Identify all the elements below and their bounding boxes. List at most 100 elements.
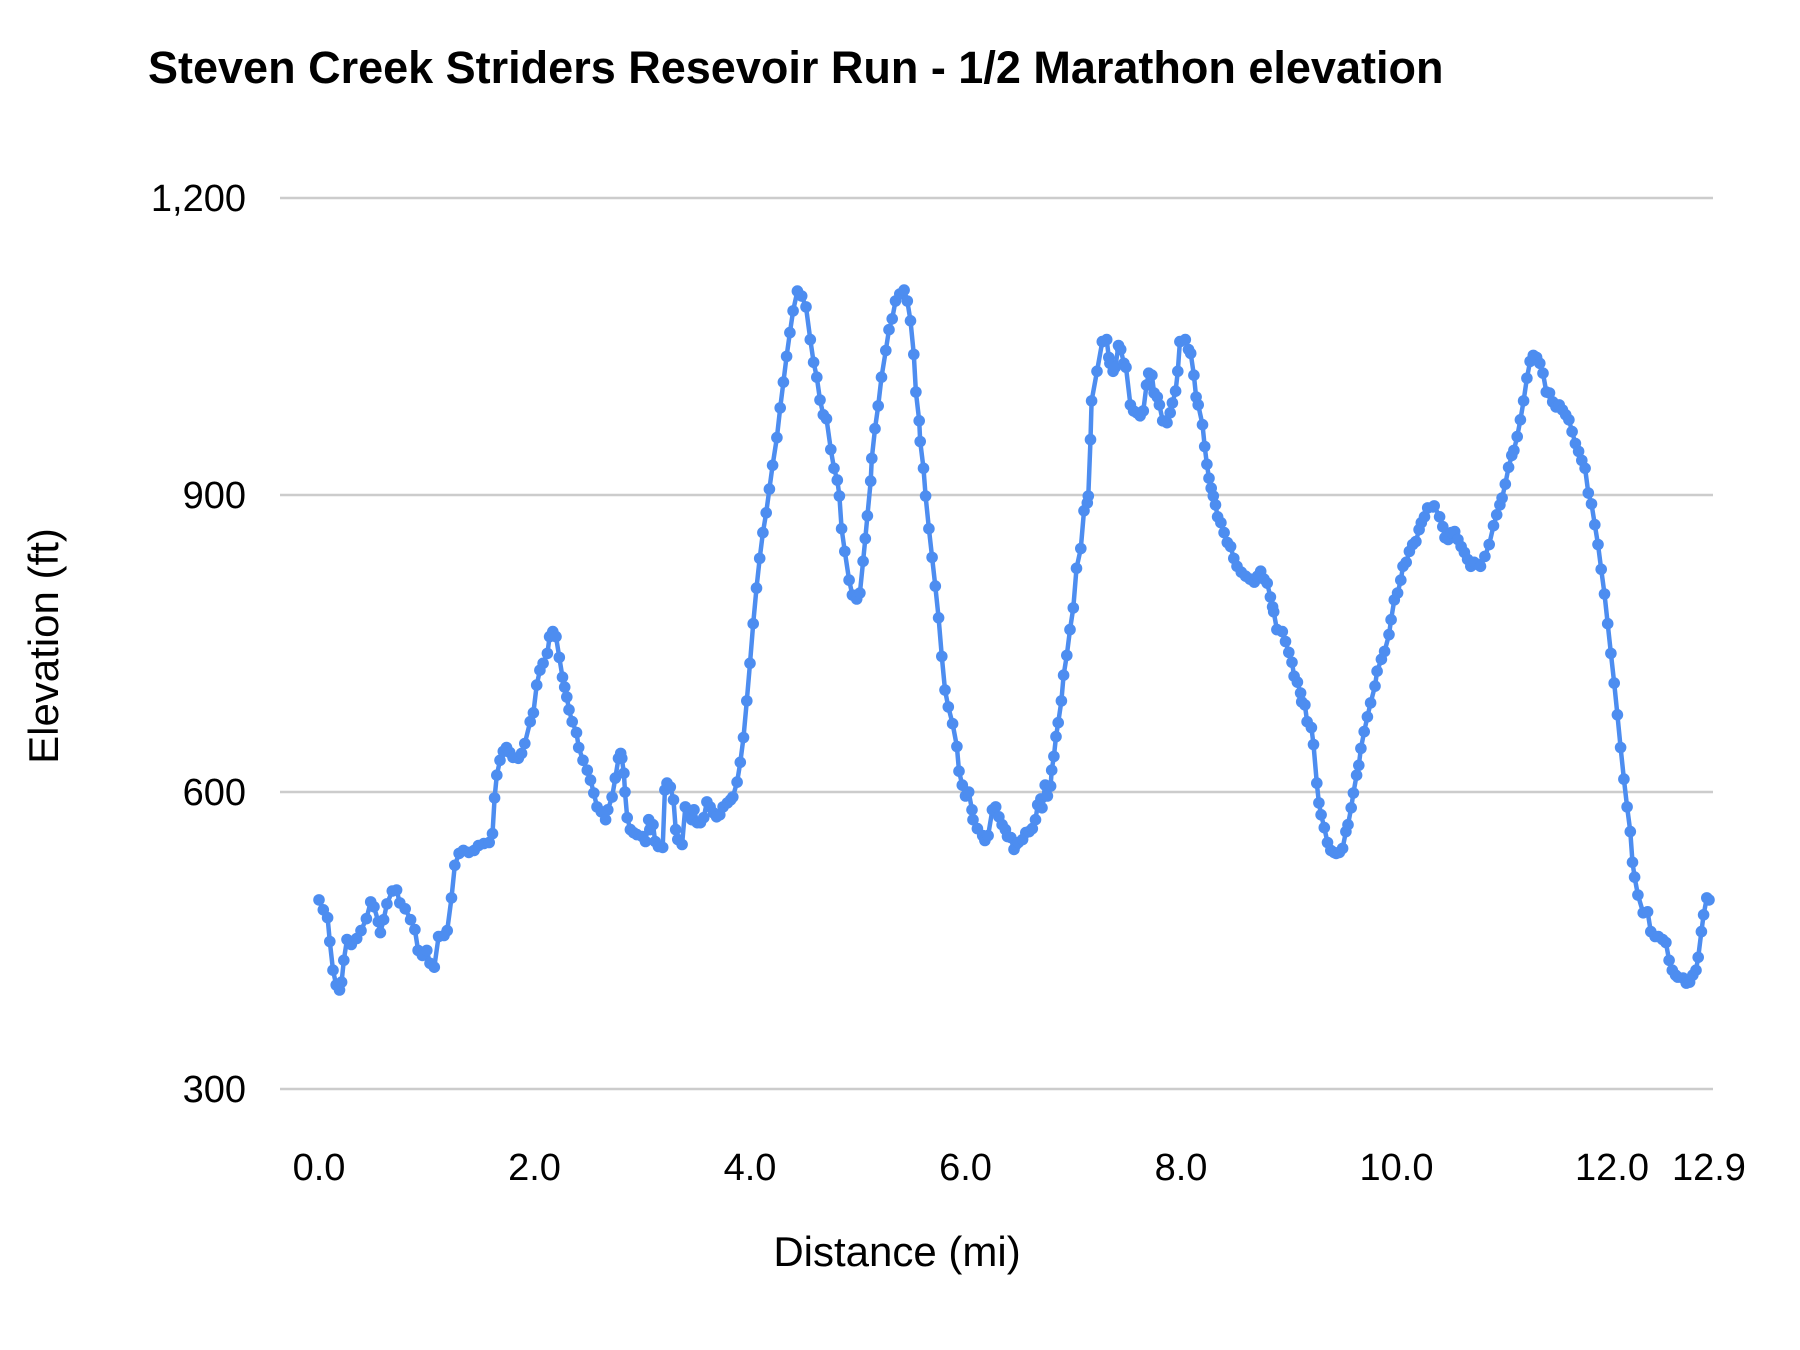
data-point <box>618 767 630 779</box>
data-point <box>1572 445 1585 458</box>
data-point <box>1697 909 1710 921</box>
data-point <box>541 647 554 660</box>
data-point <box>1153 399 1166 411</box>
data-point <box>368 901 380 913</box>
data-point <box>519 737 531 750</box>
data-point <box>1391 587 1404 599</box>
data-point <box>1433 511 1446 523</box>
data-point <box>515 747 528 760</box>
x-tick-label: 10.0 <box>1360 1147 1434 1189</box>
data-point <box>1589 518 1601 531</box>
data-point <box>1582 487 1595 499</box>
data-point <box>1315 809 1327 821</box>
x-tick-label: 0.0 <box>293 1147 346 1189</box>
data-point <box>737 731 750 744</box>
data-point <box>910 386 922 398</box>
data-point <box>1299 699 1311 711</box>
data-point <box>1428 500 1440 512</box>
data-point <box>1608 677 1620 689</box>
data-point <box>1140 379 1153 391</box>
data-point <box>831 474 844 486</box>
data-point <box>1502 461 1515 474</box>
data-point <box>1307 738 1320 751</box>
data-point <box>374 926 387 939</box>
data-point <box>1279 635 1292 648</box>
data-point <box>932 612 945 624</box>
data-point <box>491 769 503 781</box>
data-point <box>1070 562 1083 575</box>
data-point <box>656 841 669 854</box>
data-point <box>360 912 373 925</box>
data-point <box>1514 414 1527 426</box>
data-point <box>1114 343 1127 356</box>
data-point <box>936 650 948 663</box>
data-point <box>731 776 743 788</box>
data-point <box>524 715 536 728</box>
data-point <box>1353 759 1365 772</box>
data-point <box>744 657 756 670</box>
data-point <box>1267 606 1280 618</box>
data-point <box>1517 395 1530 407</box>
data-point <box>1313 797 1325 809</box>
data-point <box>1496 492 1508 504</box>
data-point <box>1628 871 1641 883</box>
data-point <box>606 791 618 803</box>
data-point <box>1209 499 1222 511</box>
data-point <box>777 376 790 388</box>
data-point <box>763 483 776 495</box>
data-point <box>1091 365 1103 378</box>
data-point <box>1508 444 1520 457</box>
data-point <box>1188 369 1200 382</box>
data-point <box>1410 535 1422 548</box>
data-point <box>381 898 393 910</box>
data-point <box>1534 357 1546 370</box>
data-point <box>741 695 753 707</box>
data-point <box>1626 856 1639 869</box>
data-point <box>1161 416 1173 429</box>
data-point <box>609 772 622 784</box>
data-point <box>820 413 833 425</box>
data-point <box>1075 542 1087 555</box>
data-point <box>1336 842 1349 855</box>
data-point <box>1286 656 1298 669</box>
data-point <box>1378 645 1391 658</box>
data-point <box>1085 395 1098 407</box>
data-point <box>1305 721 1318 734</box>
data-point <box>1400 556 1412 569</box>
data-point <box>766 459 779 472</box>
x-tick-label: 12.9 <box>1672 1147 1746 1189</box>
data-point <box>1663 954 1675 967</box>
data-point <box>1045 764 1058 776</box>
gridlines <box>280 196 1713 1091</box>
data-point <box>1347 787 1360 799</box>
data-point <box>1499 478 1512 490</box>
data-point <box>588 787 600 799</box>
data-point <box>616 752 628 765</box>
data-point <box>537 657 549 670</box>
data-point <box>377 913 390 926</box>
data-point <box>1283 646 1295 659</box>
x-tick-label: 6.0 <box>939 1147 992 1189</box>
data-point <box>664 781 677 793</box>
data-point <box>486 827 499 840</box>
data-point <box>951 740 963 753</box>
data-point <box>1364 697 1377 709</box>
data-point <box>556 671 569 683</box>
data-point <box>1695 925 1708 938</box>
data-point <box>807 356 820 369</box>
data-point <box>926 551 938 564</box>
data-point <box>647 818 659 831</box>
data-point <box>1350 769 1363 781</box>
data-point <box>1082 490 1095 502</box>
data-point <box>1172 365 1184 378</box>
data-point <box>558 681 571 693</box>
x-tick-label: 4.0 <box>724 1147 777 1189</box>
data-point <box>1543 387 1556 399</box>
data-point <box>1261 577 1273 589</box>
data-point <box>780 350 793 363</box>
data-point <box>784 326 796 339</box>
x-axis-tick-labels: 0.0 2.0 4.0 6.0 8.0 10.0 12.0 12.9 <box>293 1147 1746 1189</box>
data-point <box>1641 906 1654 918</box>
data-point <box>409 923 421 936</box>
data-point <box>1383 628 1395 641</box>
